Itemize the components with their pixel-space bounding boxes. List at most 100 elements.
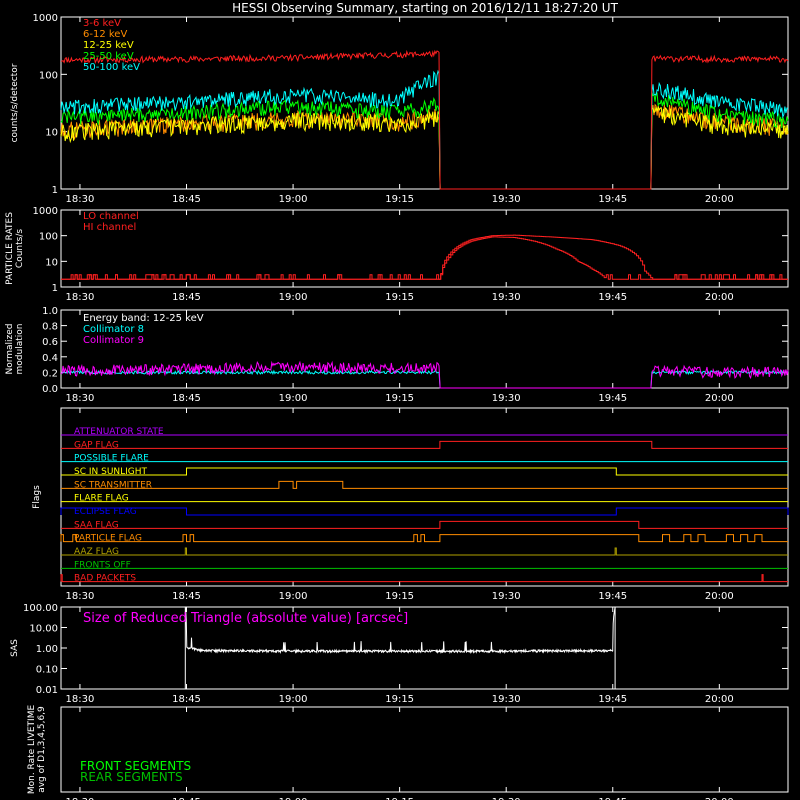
modulation-ytick-label: 0.2	[42, 368, 58, 379]
panels: 18:30 18:45 19:00 19:15 19:30 19:45 20:0011010…	[5, 13, 789, 800]
flags-xtick-label: 20:00	[705, 591, 734, 602]
modulation-xtick-label: 19:45	[598, 393, 627, 404]
counts-legend-entry: 6-12 keV	[83, 29, 127, 40]
flag-line-sc-in-sunlight	[61, 467, 788, 476]
modulation-ylabel: modulation	[15, 324, 25, 375]
particle-xtick-label: 19:00	[279, 292, 308, 303]
sas-xtick-label: 18:30	[66, 694, 95, 705]
counts-ytick-label: 100	[39, 70, 58, 81]
figure-title: HESSI Observing Summary, starting on 201…	[232, 1, 618, 15]
flags-xtick-label: 19:00	[279, 591, 308, 602]
counts-xtick-label: 19:15	[385, 194, 414, 205]
modulation-xtick-label: 19:15	[385, 393, 414, 404]
particle-xtick-label: 19:30	[492, 292, 521, 303]
flag-line-eclipse-flag	[60, 507, 789, 516]
livetime-xtick-label: 19:15	[385, 797, 414, 800]
particle-xtick-label: 19:45	[598, 292, 627, 303]
particle-series-HI-channel	[61, 236, 788, 280]
flag-label: FRONTS OFF	[74, 560, 131, 570]
flag-label: GAP FLAG	[74, 440, 119, 450]
panel-livetime: 18:30 18:45 19:00 19:15 19:30 19:45 20:00 Mon. …	[27, 705, 789, 800]
livetime-frame	[60, 706, 789, 793]
flags-xtick-label: 18:30	[66, 591, 95, 602]
modulation-ytick-label: 0.0	[42, 384, 58, 395]
sas-ylabel: SAS	[10, 639, 20, 657]
flag-label: SC IN SUNLIGHT	[74, 467, 148, 477]
sas-ytick-label: 0.10	[36, 665, 58, 676]
counts-ytick-label: 10	[45, 128, 58, 139]
flag-label: SC TRANSMITTER	[74, 480, 152, 490]
livetime-ylabel: avg of D1,3,4,5,6,9	[37, 706, 47, 793]
flag-line-aaz-flag	[61, 547, 788, 556]
panel-particle: 18:30 18:45 19:00 19:15 19:30 19:45 20:00 1 10 10…	[5, 206, 789, 303]
modulation-legend-entry: Collimator 8	[83, 324, 144, 335]
particle-ytick-label: 100	[39, 232, 58, 243]
particle-frame	[60, 209, 789, 288]
sas-ytick-label: 10.00	[29, 624, 58, 635]
livetime-ylabel: Mon. Rate LIVETIME	[27, 705, 37, 795]
counts-legend-entry: 25-50 keV	[83, 51, 134, 62]
modulation-series-collimator-8	[60, 369, 789, 389]
counts-series-36keV	[60, 49, 789, 190]
counts-series-2550keV	[60, 92, 789, 190]
flag-line-sc-transmitter	[61, 480, 788, 489]
flag-label: FLARE FLAG	[74, 494, 129, 504]
flag-label: ATTENUATOR STATE	[74, 427, 164, 437]
sas-series	[184, 606, 616, 689]
particle-ytick-label: 1	[52, 283, 58, 294]
counts-series-50100keV	[60, 69, 789, 190]
counts-xtick-label: 18:30	[66, 194, 95, 205]
particle-ytick-label: 10	[45, 257, 58, 268]
panel-modulation: 18:30 18:45 19:00 19:15 19:30 19:45 20:00 0.0 0.…	[5, 306, 789, 404]
flag-label: SAA FLAG	[74, 520, 119, 530]
flags-xtick-label: 19:45	[598, 591, 627, 602]
particle-ylabel: Counts/s	[15, 229, 25, 268]
sas-xtick-label: 19:30	[492, 694, 521, 705]
panel-sas: 18:30 18:45 19:00 19:15 19:30 19:45 20:00 0.01 0…	[10, 603, 789, 705]
modulation-xtick-label: 20:00	[705, 393, 734, 404]
particle-ytick-label: 1000	[33, 206, 58, 217]
modulation-ytick-label: 1.0	[42, 306, 58, 317]
livetime-legend-entry: FRONT SEGMENTS	[80, 759, 191, 773]
flags-frame	[60, 407, 789, 587]
flag-line-gap-flag	[61, 440, 788, 449]
particle-ylabel: PARTICLE RATES	[5, 212, 15, 285]
livetime-xtick-label: 20:00	[705, 797, 734, 800]
sas-xtick-label: 19:45	[598, 694, 627, 705]
panel-flags: 18:30 18:45 19:00 19:15 19:30 19:45 20:00 Flags…	[32, 407, 789, 602]
sas-xtick-label: 19:00	[279, 694, 308, 705]
livetime-xtick-label: 19:00	[279, 797, 308, 800]
sas-xtick-label: 18:45	[172, 694, 201, 705]
modulation-ylabel: Normalized	[5, 323, 15, 374]
counts-ylabel: counts/s/detector	[10, 63, 20, 142]
counts-ytick-label: 1000	[33, 13, 58, 24]
counts-legend-entry: 50-100 keV	[83, 62, 140, 73]
flag-line-particle-flag	[60, 534, 788, 543]
sas-ytick-label: 0.01	[36, 685, 58, 696]
counts-ytick-label: 1	[52, 185, 58, 196]
panel-counts: 18:30 18:45 19:00 19:15 19:30 19:45 20:00 1 10 10…	[10, 13, 789, 205]
modulation-ytick-label: 0.8	[42, 322, 58, 333]
flag-label: POSSIBLE FLARE	[74, 454, 149, 464]
flag-line-bad-packets	[60, 574, 788, 583]
sas-ytick-label: 1.00	[36, 644, 58, 655]
modulation-xtick-label: 18:30	[66, 393, 95, 404]
flags-ylabel: Flags	[32, 485, 42, 509]
sas-annotation: Size of Reduced Triangle (absolute value…	[83, 611, 408, 626]
modulation-frame	[60, 309, 789, 389]
sas-ytick-label: 100.00	[23, 603, 58, 614]
counts-xtick-label: 19:30	[492, 194, 521, 205]
livetime-legend-entry: REAR SEGMENTS	[80, 770, 183, 784]
flag-label: ECLIPSE FLAG	[74, 507, 137, 517]
counts-frame	[60, 16, 789, 190]
particle-xtick-label: 18:45	[172, 292, 201, 303]
modulation-xtick-label: 19:00	[279, 393, 308, 404]
sas-xtick-label: 19:15	[385, 694, 414, 705]
counts-legend-entry: 3-6 keV	[83, 18, 121, 29]
flag-label: PARTICLE FLAG	[74, 534, 142, 544]
flag-label: BAD PACKETS	[74, 574, 136, 584]
counts-legend-entry: 12-25 keV	[83, 40, 134, 51]
flag-line-saa-flag	[61, 520, 788, 529]
modulation-ytick-label: 0.6	[42, 337, 58, 348]
